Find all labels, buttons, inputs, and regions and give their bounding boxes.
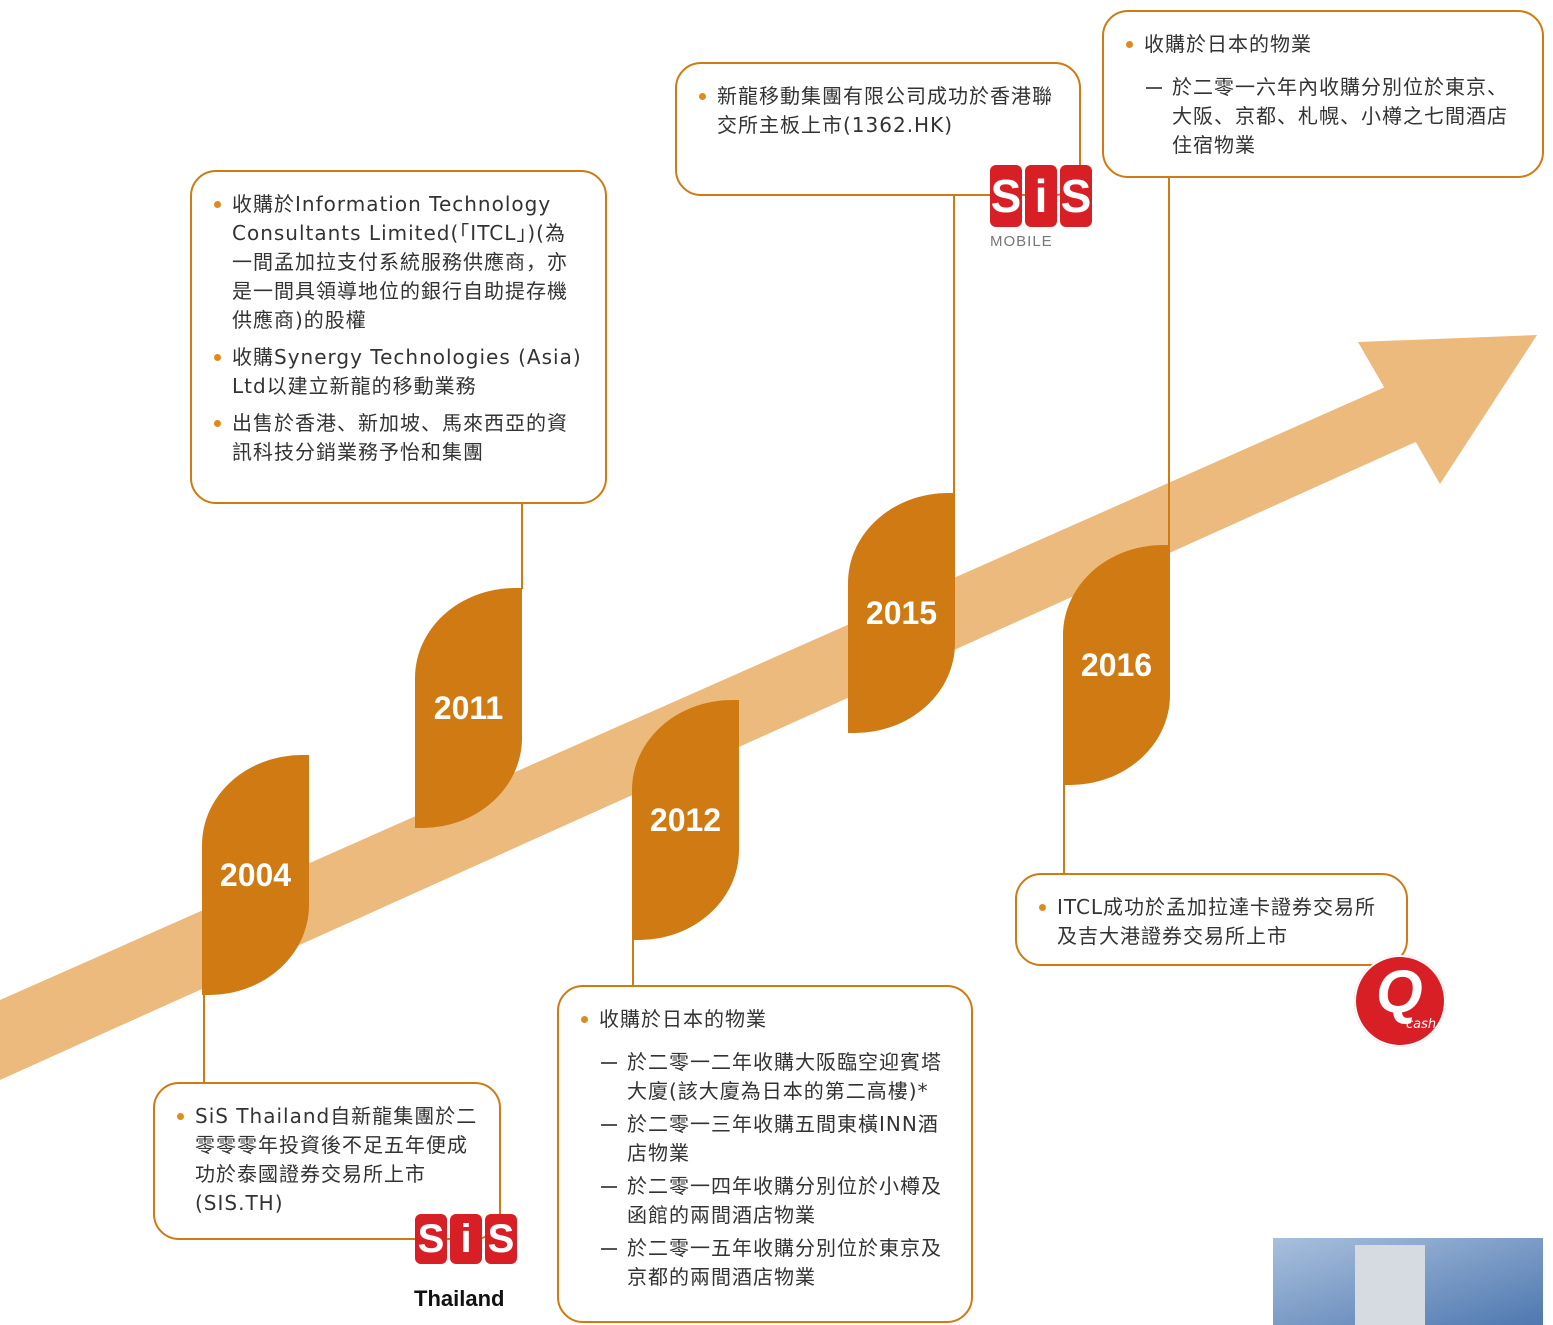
sub-item: 於二零一五年收購分別位於東京及京都的兩間酒店物業 [599, 1234, 951, 1292]
bullet-item: SiS Thailand自新龍集團於二零零零年投資後不足五年便成功於泰國證券交易… [195, 1102, 479, 1218]
sub-text: 於二零一四年收購分別位於小樽及函館的兩間酒店物業 [627, 1174, 942, 1227]
logo-caption: Thailand [414, 1286, 504, 1312]
event-box: 收購於日本的物業於二零一六年內收購分別位於東京、大阪、京都、札幌、小樽之七間酒店… [1102, 10, 1544, 178]
bullet-text: SiS Thailand自新龍集團於二零零零年投資後不足五年便成功於泰國證券交易… [195, 1102, 479, 1218]
logo-letter: S [415, 1214, 447, 1264]
bullet-text: 新龍移動集團有限公司成功於香港聯交所主板上市(1362.HK) [717, 82, 1059, 140]
event-box: 收購於Information Technology Consultants Li… [190, 170, 607, 504]
logo-caption: MOBILE [990, 233, 1053, 250]
logo-letter: i [450, 1214, 482, 1264]
bullet-text: 出售於香港、新加坡、馬來西亞的資訊科技分銷業務予怡和集團 [232, 409, 585, 467]
timeline-page: 20042011201220152016SiS Thailand自新龍集團於二零… [0, 0, 1553, 1325]
bullet-text: 收購於日本的物業 [1144, 30, 1522, 59]
sub-text: 於二零一五年收購分別位於東京及京都的兩間酒店物業 [627, 1236, 942, 1289]
connector [203, 995, 205, 1083]
connector [521, 503, 523, 589]
sub-item: 於二零一三年收購五間東橫INN酒店物業 [599, 1110, 951, 1168]
sub-text: 於二零一三年收購五間東橫INN酒店物業 [627, 1112, 939, 1165]
sub-item: 於二零一六年內收購分別位於東京、大阪、京都、札幌、小樽之七間酒店住宿物業 [1144, 73, 1522, 160]
event-box: 收購於日本的物業於二零一二年收購大阪臨空迎賓塔大廈(該大廈為日本的第二高樓)* 於… [557, 985, 973, 1323]
bullet-text: 收購於日本的物業 [599, 1005, 951, 1034]
dash [601, 1124, 617, 1126]
bullet-item: 新龍移動集團有限公司成功於香港聯交所主板上市(1362.HK) [717, 82, 1059, 140]
bullet-text: 收購於Information Technology Consultants Li… [232, 190, 585, 335]
bullet-item: 收購於Information Technology Consultants Li… [232, 190, 585, 335]
bullet-text: 收購Synergy Technologies (Asia) Ltd以建立新龍的移… [232, 343, 585, 401]
connector [632, 940, 634, 986]
logo-letter: i [1025, 165, 1057, 227]
logo-letter: S [485, 1214, 517, 1264]
connector [1168, 178, 1170, 546]
dash [601, 1186, 617, 1188]
bullet-item: 收購於日本的物業於二零一六年內收購分別位於東京、大阪、京都、札幌、小樽之七間酒店… [1144, 30, 1522, 160]
connector [953, 180, 955, 494]
building [1355, 1245, 1425, 1325]
sub-text: 於二零一六年內收購分別位於東京、大阪、京都、札幌、小樽之七間酒店住宿物業 [1172, 75, 1508, 157]
sub-text: 於二零一二年收購大阪臨空迎賓塔大廈(該大廈為日本的第二高樓)* [627, 1050, 942, 1103]
bullet-item: ITCL成功於孟加拉達卡證券交易所及吉大港證券交易所上市 [1057, 893, 1386, 951]
logo-letter: S [1060, 165, 1092, 227]
logo-letter: Q [1376, 957, 1423, 1026]
bullet-item: 收購於日本的物業於二零一二年收購大阪臨空迎賓塔大廈(該大廈為日本的第二高樓)* 於… [599, 1005, 951, 1292]
logo-letter: S [990, 165, 1022, 227]
bullet-text: ITCL成功於孟加拉達卡證券交易所及吉大港證券交易所上市 [1057, 893, 1386, 951]
sub-item: 於二零一二年收購大阪臨空迎賓塔大廈(該大廈為日本的第二高樓)* [599, 1048, 951, 1106]
sub-item: 於二零一四年收購分別位於小樽及函館的兩間酒店物業 [599, 1172, 951, 1230]
dash [601, 1248, 617, 1250]
dash [1146, 87, 1162, 89]
bullet-item: 收購Synergy Technologies (Asia) Ltd以建立新龍的移… [232, 343, 585, 401]
logo-caption: cash [1406, 1017, 1436, 1032]
event-box: ITCL成功於孟加拉達卡證券交易所及吉大港證券交易所上市 [1015, 873, 1408, 966]
dash [601, 1062, 617, 1064]
connector [1063, 784, 1065, 874]
bullet-item: 出售於香港、新加坡、馬來西亞的資訊科技分銷業務予怡和集團 [232, 409, 585, 467]
